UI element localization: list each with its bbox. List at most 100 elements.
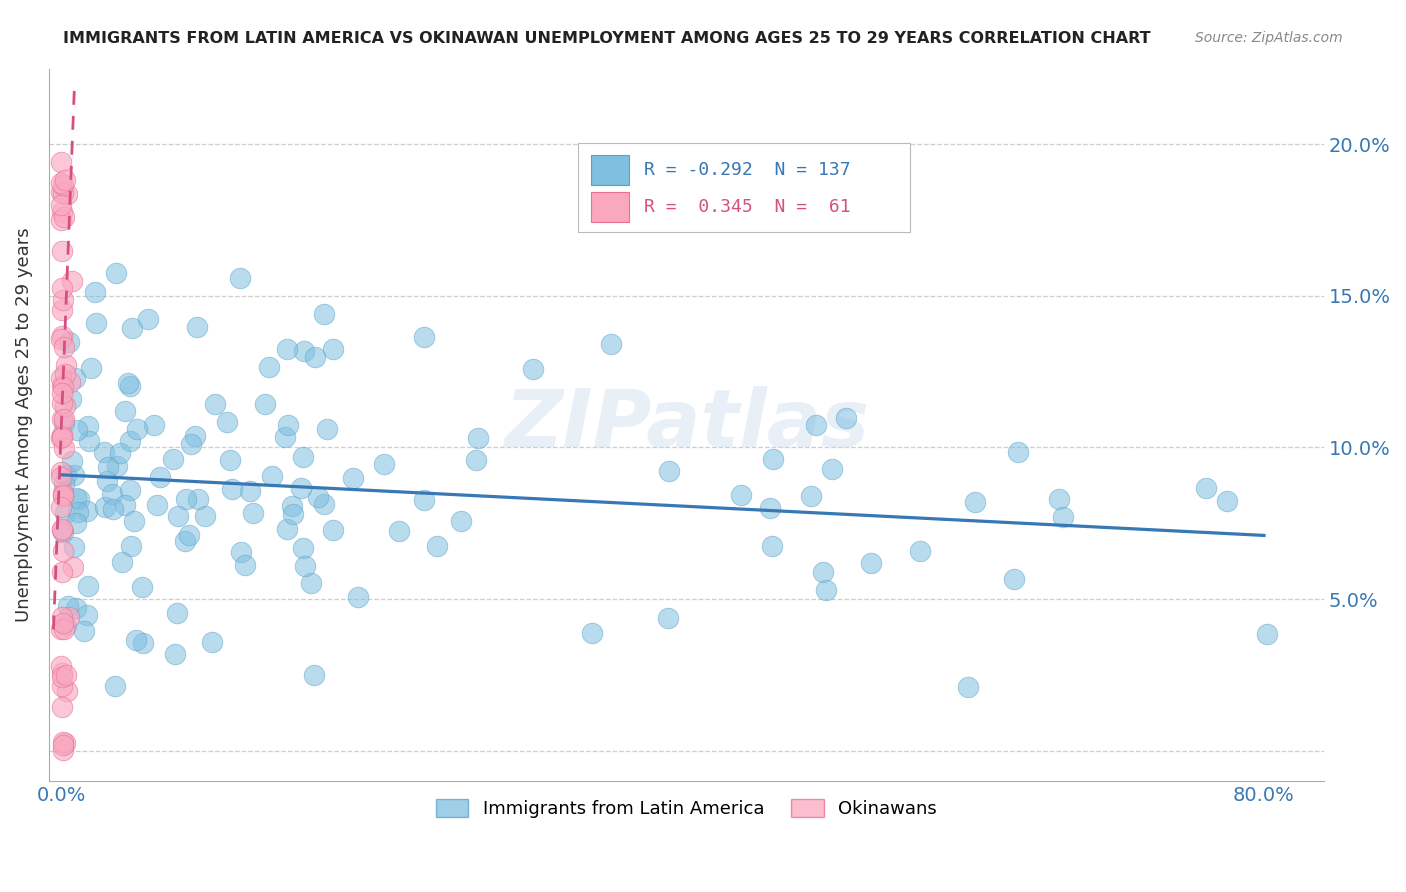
Point (322, 343, 344, 357)
Point (187, 492, 209, 507)
Point (450, 514, 472, 528)
Point (131, 636, 153, 650)
Point (304, 668, 326, 682)
Point (273, 430, 295, 444)
Point (292, 343, 315, 358)
Point (96, 474, 118, 488)
Point (342, 470, 364, 484)
Point (79, 360, 101, 375)
Text: ZIPatlas: ZIPatlas (505, 385, 869, 464)
Point (290, 481, 312, 495)
Point (1216, 493, 1239, 508)
Point (72, 624, 94, 639)
Point (304, 350, 326, 364)
Point (117, 376, 139, 390)
Point (105, 266, 128, 280)
Point (131, 581, 153, 595)
Point (1052, 510, 1074, 524)
Point (231, 545, 253, 559)
Point (53, 622, 76, 636)
Point (322, 523, 344, 537)
Legend: Immigrants from Latin America, Okinawans: Immigrants from Latin America, Okinawans (429, 792, 945, 825)
Point (814, 583, 837, 598)
Point (165, 647, 187, 661)
Point (49, 212, 72, 227)
Point (239, 484, 262, 499)
Point (51, 522, 73, 536)
Point (96, 460, 118, 475)
Point (835, 411, 858, 425)
Point (281, 507, 304, 521)
Point (51, 622, 73, 636)
Point (49, 500, 72, 515)
Point (51, 565, 73, 579)
Point (242, 506, 264, 520)
Point (1256, 626, 1278, 640)
Point (52, 210, 75, 224)
Point (52, 380, 75, 394)
Point (276, 343, 298, 357)
Point (806, 418, 828, 433)
Point (51, 700, 73, 714)
Point (56, 187, 79, 202)
Point (52, 488, 75, 502)
Point (62, 468, 84, 483)
Point (52, 489, 75, 503)
Point (53, 506, 76, 520)
Point (52, 293, 75, 307)
Point (51, 411, 73, 425)
Point (312, 307, 335, 321)
Point (51, 370, 73, 384)
Point (52, 616, 75, 631)
Point (105, 459, 128, 474)
Point (125, 422, 148, 436)
Point (51, 430, 73, 444)
Point (166, 606, 188, 620)
Point (101, 501, 124, 516)
Point (49, 332, 72, 346)
Point (146, 499, 169, 513)
Point (215, 415, 238, 429)
Point (120, 539, 142, 553)
Point (51, 377, 73, 392)
Point (125, 633, 148, 648)
Point (55, 618, 77, 632)
Point (51, 465, 73, 479)
Point (53, 441, 76, 455)
Point (51, 198, 73, 212)
Point (281, 499, 304, 513)
Point (413, 330, 436, 344)
Point (162, 451, 184, 466)
Point (51, 524, 73, 538)
Point (120, 378, 142, 392)
Point (600, 336, 623, 351)
Point (658, 464, 681, 478)
Point (52, 186, 75, 200)
Point (800, 489, 823, 503)
Point (412, 492, 434, 507)
Point (93, 445, 115, 459)
Point (51, 155, 73, 169)
Point (180, 436, 202, 450)
Point (276, 522, 298, 536)
Point (373, 457, 395, 471)
Point (65, 600, 87, 615)
Point (51, 428, 73, 442)
Point (51, 178, 73, 193)
Point (53, 736, 76, 750)
Point (51, 666, 73, 681)
Point (204, 396, 226, 410)
Point (55, 173, 77, 187)
Point (254, 397, 277, 411)
Point (257, 360, 280, 375)
Point (315, 422, 337, 436)
Point (52, 742, 75, 756)
Point (51, 205, 73, 219)
Point (52, 543, 75, 558)
Point (142, 417, 165, 432)
Point (84, 285, 107, 299)
Point (194, 508, 217, 523)
Point (53, 476, 76, 491)
Point (184, 428, 207, 442)
Point (59, 392, 82, 406)
